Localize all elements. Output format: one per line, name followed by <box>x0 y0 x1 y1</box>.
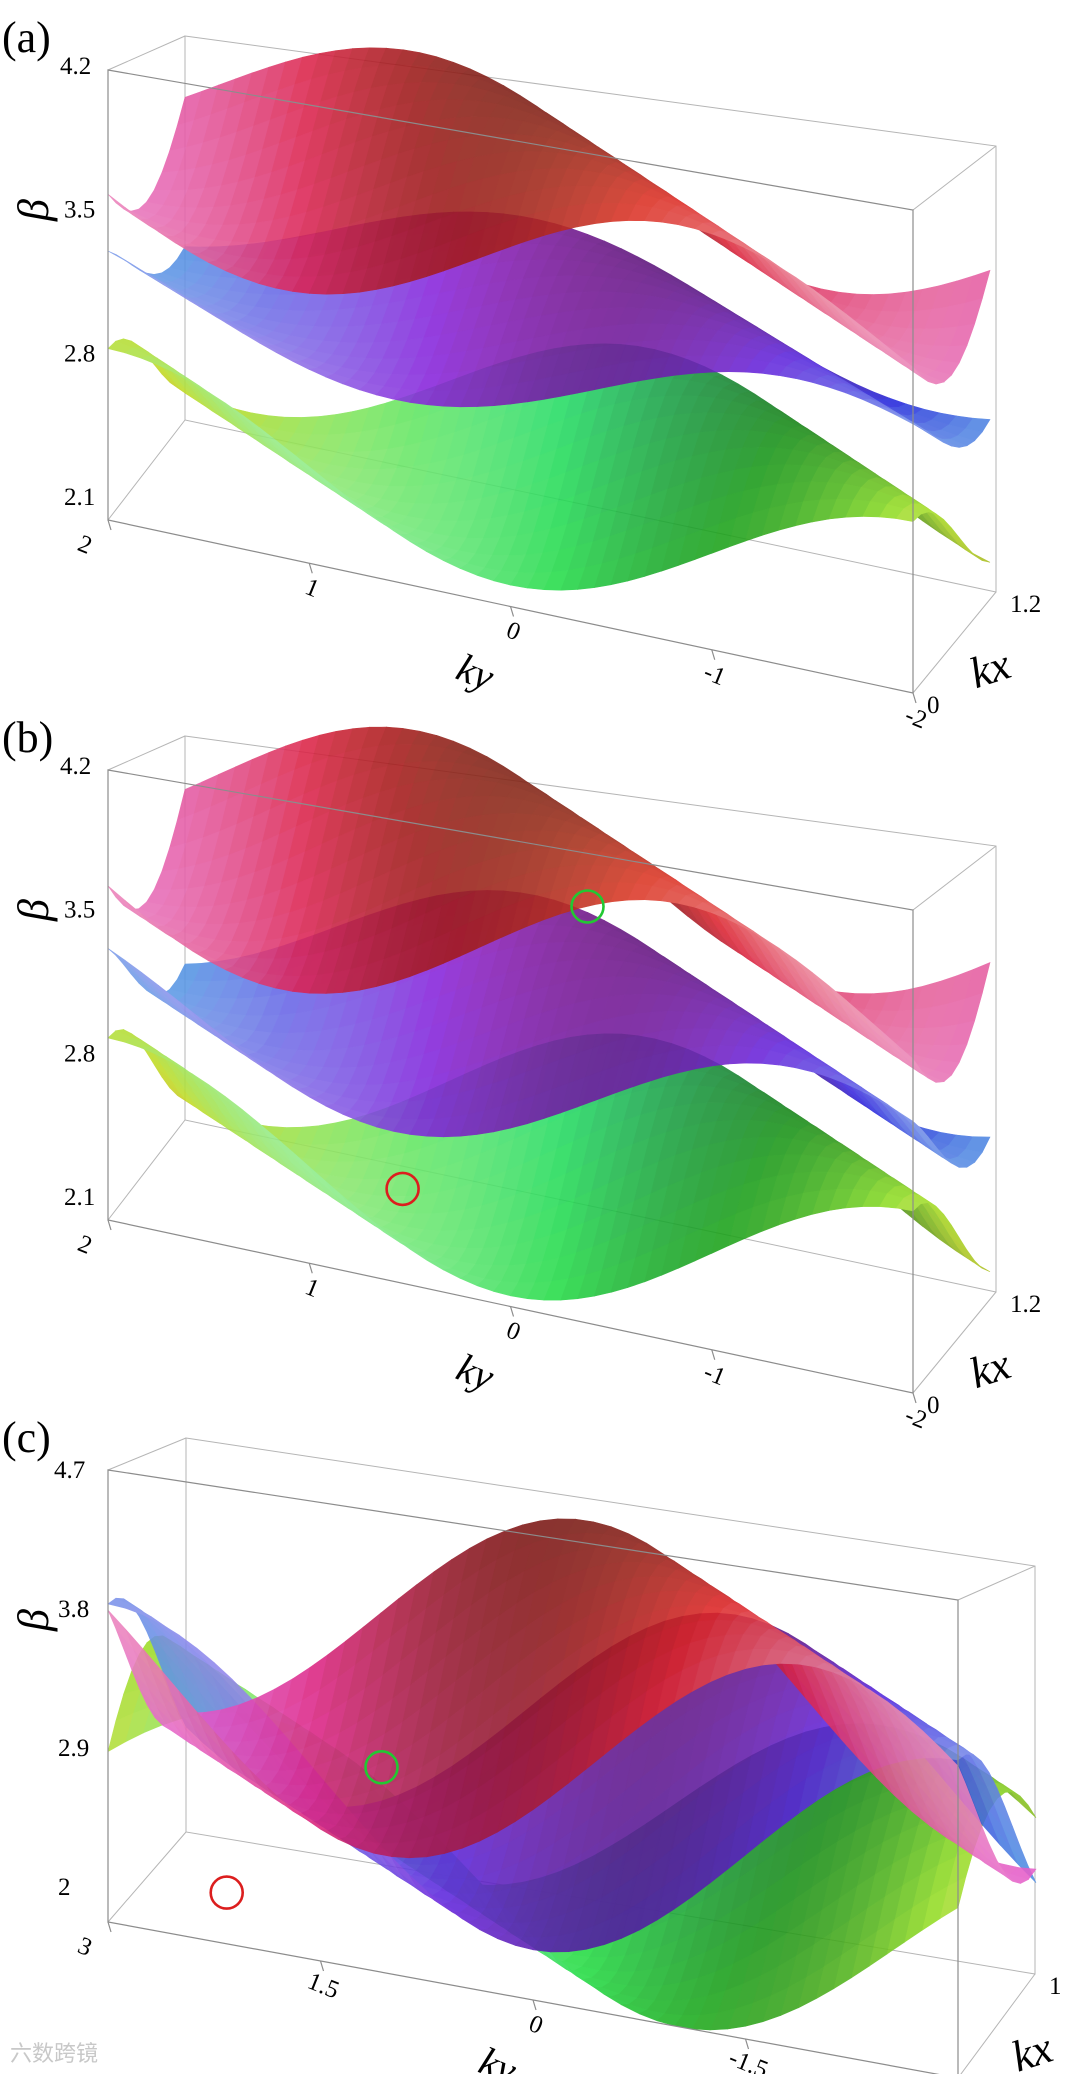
kx-tick-label: 0 <box>927 692 940 719</box>
z-tick-label: 2.1 <box>64 484 95 511</box>
z-axis-label: β <box>9 899 58 922</box>
ky-tick-mark <box>308 563 313 574</box>
ky-tick-mark <box>532 1999 537 2011</box>
z-tick-label: 3.8 <box>58 1596 89 1623</box>
z-tick-label: 4.2 <box>60 53 91 80</box>
red-crossing-marker <box>209 1875 244 1910</box>
kx-tick-label: 0 <box>927 1392 940 1419</box>
ky-tick-label: 1 <box>301 573 323 603</box>
surface-patch <box>896 414 921 428</box>
band-surface-1 <box>107 338 991 591</box>
z-tick-label: 2 <box>58 1874 71 1901</box>
kx-tick-label: 1.2 <box>1010 591 1041 618</box>
z-tick-label: 4.2 <box>60 753 91 780</box>
z-axis-label: β <box>9 199 58 222</box>
box-depth-edge <box>912 145 997 211</box>
ky-tick-label: 0 <box>502 617 524 647</box>
kx-axis-label: kx <box>1006 2023 1059 2074</box>
box-depth-edge <box>107 1831 187 1923</box>
ky-tick-label: -1.5 <box>725 2044 772 2074</box>
panel-label: (c) <box>2 1413 51 1462</box>
ky-tick-mark <box>107 519 112 531</box>
ky-axis-label: ky <box>473 2038 523 2074</box>
surface-patch <box>107 1609 134 1650</box>
watermark-text: 六数跨镜 <box>10 2042 99 2067</box>
z-tick-label: 4.7 <box>54 1457 85 1484</box>
surface-patch <box>1010 1790 1037 1818</box>
ky-axis-label: ky <box>451 644 501 699</box>
box-depth-edge <box>107 419 186 521</box>
box-depth-edge <box>957 1565 1036 1601</box>
ky-tick-label: 3 <box>74 1932 96 1962</box>
ky-tick-mark <box>509 1306 515 1317</box>
kx-axis-label: kx <box>964 639 1017 698</box>
z-tick-label: 2.8 <box>64 340 95 367</box>
z-tick-label: 2.8 <box>64 1040 95 1067</box>
kx-axis-label: kx <box>964 1339 1017 1398</box>
box-depth-edge <box>107 1119 186 1221</box>
surface-patch <box>115 955 141 978</box>
ky-tick-label: 2 <box>74 530 96 560</box>
ky-tick-label: 1 <box>301 1273 323 1303</box>
ky-axis-label: ky <box>451 1344 501 1399</box>
ky-tick-label: 1.5 <box>304 1968 343 2005</box>
ky-tick-label: -1 <box>700 1358 729 1391</box>
ky-tick-label: -1 <box>700 658 729 691</box>
ky-tick-label: 2 <box>74 1230 96 1260</box>
surface-patch <box>107 885 133 911</box>
box-depth-edge <box>912 591 997 694</box>
ky-tick-mark <box>308 1263 313 1274</box>
surface-patch <box>895 508 922 522</box>
box-depth-edge <box>107 735 186 771</box>
z-axis-label: β <box>9 1609 58 1632</box>
z-tick-label: 3.5 <box>64 197 95 224</box>
ky-tick-mark <box>509 606 515 617</box>
panel-label: (a) <box>2 13 51 62</box>
panel-label: (b) <box>2 713 53 762</box>
kx-tick-label: 1 <box>1049 1973 1062 2000</box>
surface-patch <box>107 948 133 969</box>
z-tick-label: 2.1 <box>64 1184 95 1211</box>
z-tick-label: 3.5 <box>64 897 95 924</box>
ky-tick-label: 0 <box>525 2010 547 2040</box>
z-tick-label: 2.9 <box>58 1735 89 1762</box>
box-depth-edge <box>107 35 186 71</box>
kx-tick-label: 1.2 <box>1010 1291 1041 1318</box>
ky-tick-label: 0 <box>502 1317 524 1347</box>
box-depth-edge <box>912 845 997 911</box>
ky-tick-mark <box>107 1921 112 1933</box>
surface-patch <box>107 193 133 215</box>
ky-tick-mark <box>107 1219 112 1231</box>
box-depth-edge <box>107 1437 187 1471</box>
